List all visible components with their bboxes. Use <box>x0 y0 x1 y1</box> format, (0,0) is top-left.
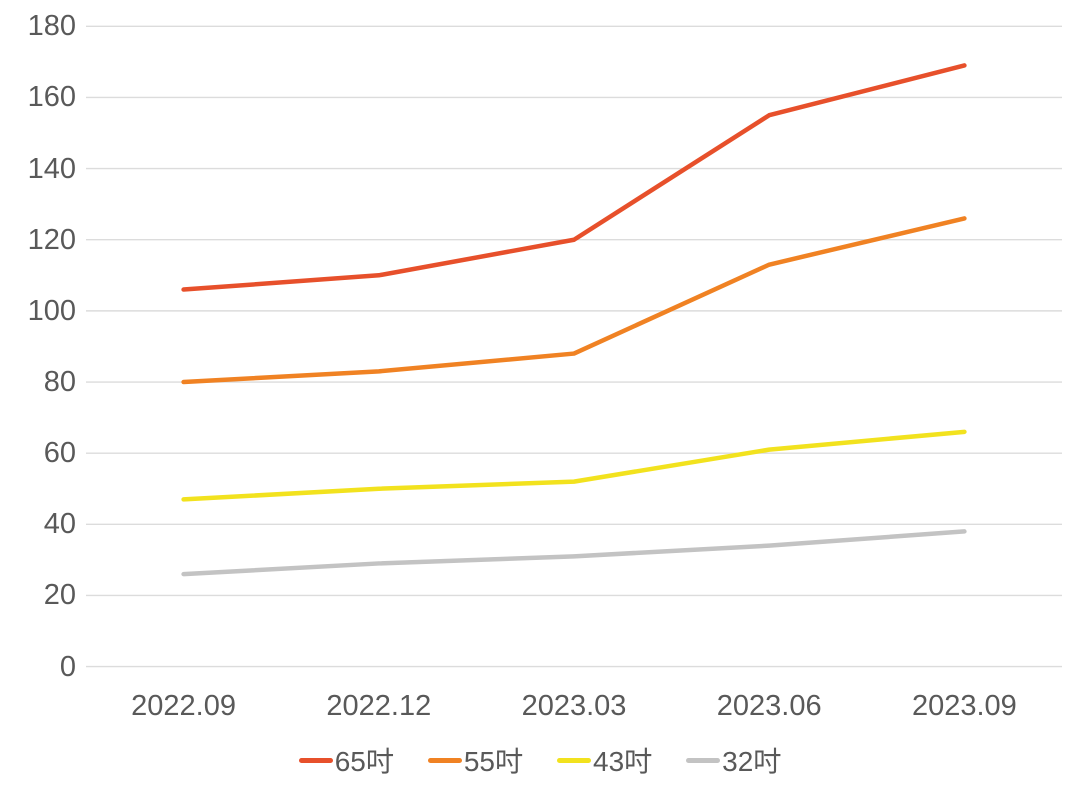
legend-swatch-icon <box>427 757 462 763</box>
series-line-32吋 <box>181 529 967 577</box>
legend-label: 65吋 <box>334 746 394 777</box>
legend-item-32吋: 32吋 <box>686 740 781 780</box>
x-tick-label: 2022.09 <box>131 690 236 722</box>
y-tick-label: 60 <box>43 437 76 470</box>
legend-label: 55吋 <box>463 746 523 777</box>
y-tick-label: 120 <box>27 223 76 256</box>
legend-label: 32吋 <box>722 746 782 777</box>
legend-label: 43吋 <box>593 746 653 777</box>
legend-swatch-icon <box>557 757 591 763</box>
y-tick-label: 140 <box>27 152 76 185</box>
x-tick-label: 2023.03 <box>521 690 627 722</box>
legend-item-65吋: 65吋 <box>298 740 394 780</box>
y-tick-label: 20 <box>43 579 76 612</box>
y-tick-label: 80 <box>43 366 76 399</box>
x-tick-label: 2023.09 <box>911 690 1017 722</box>
y-tick-label: 180 <box>27 10 76 43</box>
legend-item-43吋: 43吋 <box>557 740 652 780</box>
series-line-65吋 <box>181 63 967 292</box>
y-tick-label: 40 <box>43 508 76 541</box>
series-line-55吋 <box>181 216 967 385</box>
y-tick-label: 100 <box>27 294 76 327</box>
y-tick-label: 160 <box>27 81 76 114</box>
series-line-43吋 <box>181 429 967 502</box>
y-tick-label: 0 <box>59 650 76 683</box>
legend-swatch-icon <box>298 757 333 763</box>
x-tick-label: 2023.06 <box>716 690 822 722</box>
chart-legend: 65吋 55吋 43吋 32吋 <box>0 740 1080 780</box>
legend-swatch-icon <box>686 757 721 763</box>
legend-item-55吋: 55吋 <box>427 740 523 780</box>
x-tick-label: 2022.12 <box>326 690 432 722</box>
